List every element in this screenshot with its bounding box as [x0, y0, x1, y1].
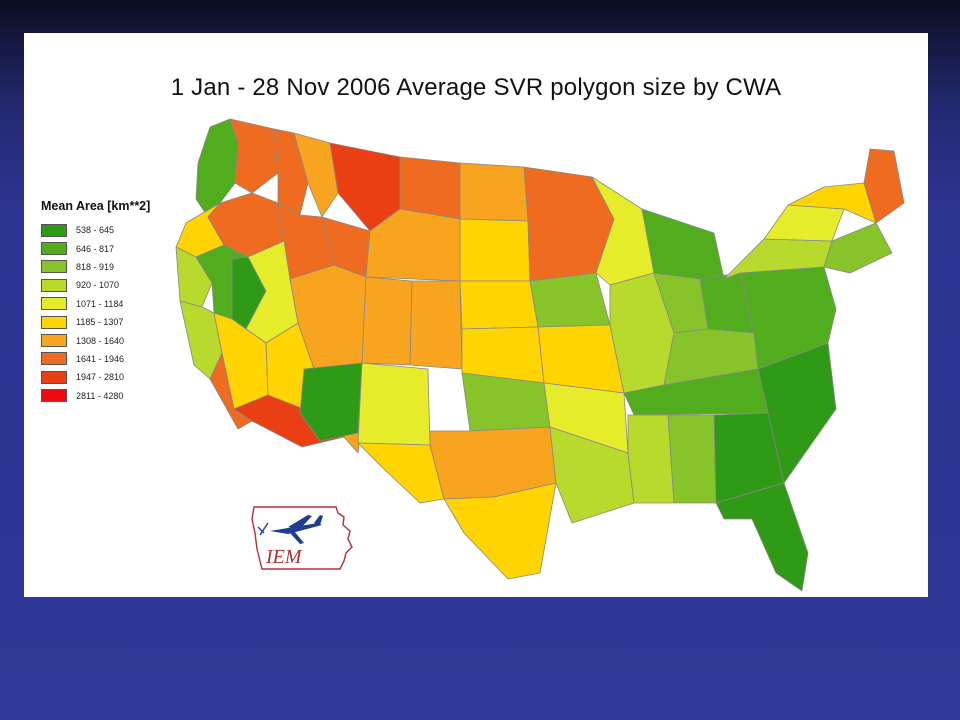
legend-item: 2811 - 4280: [41, 387, 191, 405]
legend-item: 646 - 817: [41, 239, 191, 257]
cwa-region-iowa: [529, 272, 611, 328]
legend-item: 538 - 645: [41, 221, 191, 239]
legend-label: 920 - 1070: [76, 280, 120, 291]
cwa-region-alabama: [667, 414, 717, 504]
legend-swatch: [41, 352, 67, 366]
legend-item: 920 - 1070: [41, 276, 191, 294]
legend-swatch: [41, 223, 67, 237]
legend-item: 818 - 919: [41, 258, 191, 276]
legend-label: 1641 - 1946: [76, 353, 125, 364]
legend-label: 646 - 817: [76, 243, 115, 254]
cwa-region-florida: [715, 482, 809, 592]
cwa-region-northern-california: [175, 246, 213, 308]
logo-text: IEM: [265, 546, 303, 568]
legend-label: 1071 - 1184: [76, 298, 124, 309]
cwa-region-new-york: [763, 204, 845, 242]
legend-swatch: [41, 297, 67, 311]
us-cwa-map: [175, 118, 905, 592]
legend-item: 1641 - 1946: [41, 350, 191, 368]
legend-swatch: [41, 334, 67, 348]
legend-label: 1947 - 2810: [76, 372, 125, 383]
legend-label: 538 - 645: [76, 225, 115, 236]
legend-swatch: [41, 242, 67, 256]
legend-item: 1947 - 2810: [41, 368, 191, 386]
antenna-icon: [257, 522, 269, 536]
cwa-region-eastern-washington: [229, 118, 279, 194]
cwa-region-louisiana: [549, 426, 635, 524]
cwa-region-tennessee: [623, 368, 769, 416]
iem-logo: IEM: [251, 506, 353, 570]
slide-panel: 1 Jan - 28 Nov 2006 Average SVR polygon …: [24, 33, 928, 597]
cwa-region-albuquerque: [299, 362, 363, 442]
cwa-region-south-texas: [443, 482, 557, 580]
cwa-region-central-montana: [399, 156, 461, 220]
cwa-region-eastern-new-mexico: [357, 362, 431, 446]
legend-label: 1185 - 1307: [76, 317, 124, 328]
legend-label: 1308 - 1640: [76, 335, 125, 346]
legend: Mean Area [km**2] 538 - 645 646 - 817 818 …: [41, 199, 191, 405]
map-title: 1 Jan - 28 Nov 2006 Average SVR polygon …: [170, 74, 782, 101]
cwa-region-mississippi: [627, 414, 675, 504]
cwa-region-western-montana: [293, 132, 339, 218]
legend-item: 1185 - 1307: [41, 313, 191, 331]
cwa-region-new-england-south: [823, 222, 893, 274]
legend-item: 1308 - 1640: [41, 331, 191, 349]
legend-items: 538 - 645 646 - 817 818 - 919 920 - 1070 107…: [41, 221, 191, 405]
legend-title: Mean Area [km**2]: [41, 199, 151, 213]
cwa-region-west-texas: [357, 442, 445, 504]
airplane-icon: [270, 515, 323, 544]
legend-label: 818 - 919: [76, 261, 115, 272]
legend-swatch: [41, 370, 67, 384]
legend-label: 2811 - 4280: [76, 390, 124, 401]
cwa-region-nebraska: [459, 280, 539, 330]
legend-swatch: [41, 278, 67, 292]
cwa-region-western-colorado: [361, 276, 413, 366]
cwa-region-maine: [863, 148, 905, 224]
legend-swatch: [41, 315, 67, 329]
legend-item: 1071 - 1184: [41, 295, 191, 313]
iowa-outline-icon: [251, 506, 353, 570]
legend-swatch: [41, 389, 67, 403]
legend-swatch: [41, 260, 67, 274]
cwa-region-north-dakota: [459, 162, 529, 222]
cwa-region-eastern-colorado: [409, 280, 463, 370]
cwa-region-michigan: [641, 208, 725, 280]
cwa-region-missouri: [537, 324, 625, 394]
cwa-region-south-dakota: [459, 218, 531, 282]
